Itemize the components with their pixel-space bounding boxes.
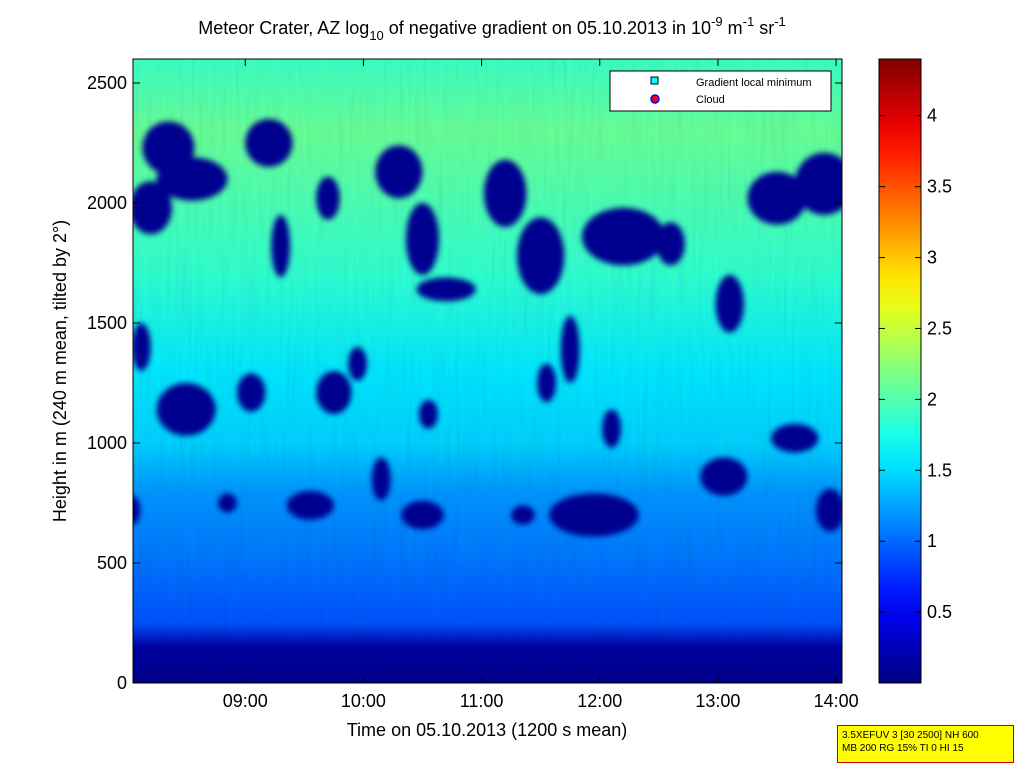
- info-line-1: 3.5XEFUV 3 [30 2500] NH 600: [842, 730, 979, 741]
- low-gradient-regions: [133, 119, 842, 537]
- low-gradient-region-18: [236, 373, 266, 412]
- colorbar-tick-label: 1.5: [927, 460, 952, 480]
- low-gradient-region-1: [156, 157, 228, 201]
- plot-frame: [132, 58, 843, 684]
- y-axis-label: Height in m (240 m mean, tilted by 2°): [50, 220, 70, 522]
- low-gradient-region-5: [316, 176, 340, 220]
- colorbar-tick-label: 3: [927, 248, 937, 268]
- x-tick-label: 11:00: [460, 691, 504, 711]
- low-gradient-region-33: [816, 488, 842, 532]
- low-gradient-region-21: [418, 399, 438, 429]
- x-tick-label: 12:00: [577, 691, 622, 711]
- colorbar-tick-label: 0.5: [927, 602, 952, 622]
- low-gradient-region-25: [771, 423, 819, 453]
- chart-title: Meteor Crater, AZ log10 of negative grad…: [198, 14, 786, 43]
- legend-label-cloud: Cloud: [696, 94, 725, 106]
- low-gradient-region-19: [316, 371, 352, 415]
- low-gradient-region-7: [405, 203, 440, 275]
- low-gradient-region-26: [218, 493, 237, 513]
- low-gradient-region-30: [511, 505, 535, 525]
- low-gradient-region-14: [747, 171, 807, 225]
- colorbar-gradient: [879, 59, 921, 683]
- x-axis-label: Time on 05.10.2013 (1200 s mean): [347, 720, 628, 740]
- low-gradient-region-15: [794, 152, 842, 215]
- low-gradient-region-12: [656, 222, 685, 266]
- x-tick-label: 10:00: [341, 691, 386, 711]
- low-gradient-region-4: [271, 215, 291, 278]
- y-tick-label: 2500: [87, 73, 127, 93]
- x-axis-ticks: 09:00 10:00 11:00 12:00 13:00 14:00: [223, 59, 859, 711]
- low-gradient-region-28: [371, 457, 391, 501]
- low-gradient-region-16: [133, 323, 151, 371]
- y-tick-label: 2000: [87, 193, 127, 213]
- colorbar-tick-label: 3.5: [927, 177, 952, 197]
- x-tick-label: 09:00: [223, 691, 268, 711]
- y-tick-label: 500: [97, 553, 127, 573]
- low-gradient-region-20: [348, 347, 367, 381]
- low-gradient-region-31: [548, 493, 639, 537]
- colorbar-tick-label: 2: [927, 389, 937, 409]
- low-gradient-region-13: [715, 275, 744, 333]
- info-box: 3.5XEFUV 3 [30 2500] NH 600 MB 200 RG 15…: [837, 725, 1014, 763]
- x-tick-label: 14:00: [814, 691, 859, 711]
- low-gradient-region-2: [133, 181, 172, 235]
- heatmap-plot: [133, 59, 842, 683]
- low-gradient-region-24: [602, 409, 622, 448]
- low-gradient-region-32: [700, 457, 748, 496]
- heatmap-texture: [133, 59, 842, 683]
- low-gradient-region-10: [517, 217, 565, 295]
- low-gradient-region-23: [560, 315, 580, 383]
- legend-box: [609, 70, 832, 112]
- y-tick-label: 1500: [87, 313, 127, 333]
- legend-marker-square: [650, 76, 659, 85]
- colorbar-frame: [878, 58, 922, 684]
- low-gradient-region-27: [286, 491, 334, 520]
- low-gradient-region-11: [582, 207, 665, 266]
- colorbar: 0.5 1 1.5 2 2.5 3 3.5 4: [878, 58, 952, 684]
- info-line-2: MB 200 RG 15% TI 0 HI 15: [842, 743, 964, 754]
- low-gradient-region-3: [245, 119, 293, 167]
- low-gradient-region-8: [416, 277, 476, 302]
- colorbar-ticks: 0.5 1 1.5 2 2.5 3 3.5 4: [879, 106, 952, 622]
- y-axis-ticks: 0 500 1000 1500 2000 2500: [87, 73, 842, 693]
- low-gradient-region-6: [375, 145, 423, 199]
- y-tick-label: 0: [117, 673, 127, 693]
- low-gradient-region-34: [133, 495, 141, 525]
- colorbar-tick-label: 2.5: [927, 318, 952, 338]
- low-gradient-region-9: [483, 159, 527, 227]
- colorbar-tick-label: 4: [927, 106, 937, 126]
- colorbar-tick-label: 1: [927, 531, 937, 551]
- y-tick-label: 1000: [87, 433, 127, 453]
- legend: Gradient local minimum Cloud: [609, 70, 832, 112]
- low-gradient-region-22: [537, 363, 557, 403]
- legend-label-gradient-minimum: Gradient local minimum: [696, 77, 812, 89]
- x-tick-label: 13:00: [695, 691, 740, 711]
- legend-marker-circle: [650, 94, 660, 104]
- low-gradient-region-17: [156, 383, 216, 436]
- low-gradient-region-29: [401, 500, 444, 530]
